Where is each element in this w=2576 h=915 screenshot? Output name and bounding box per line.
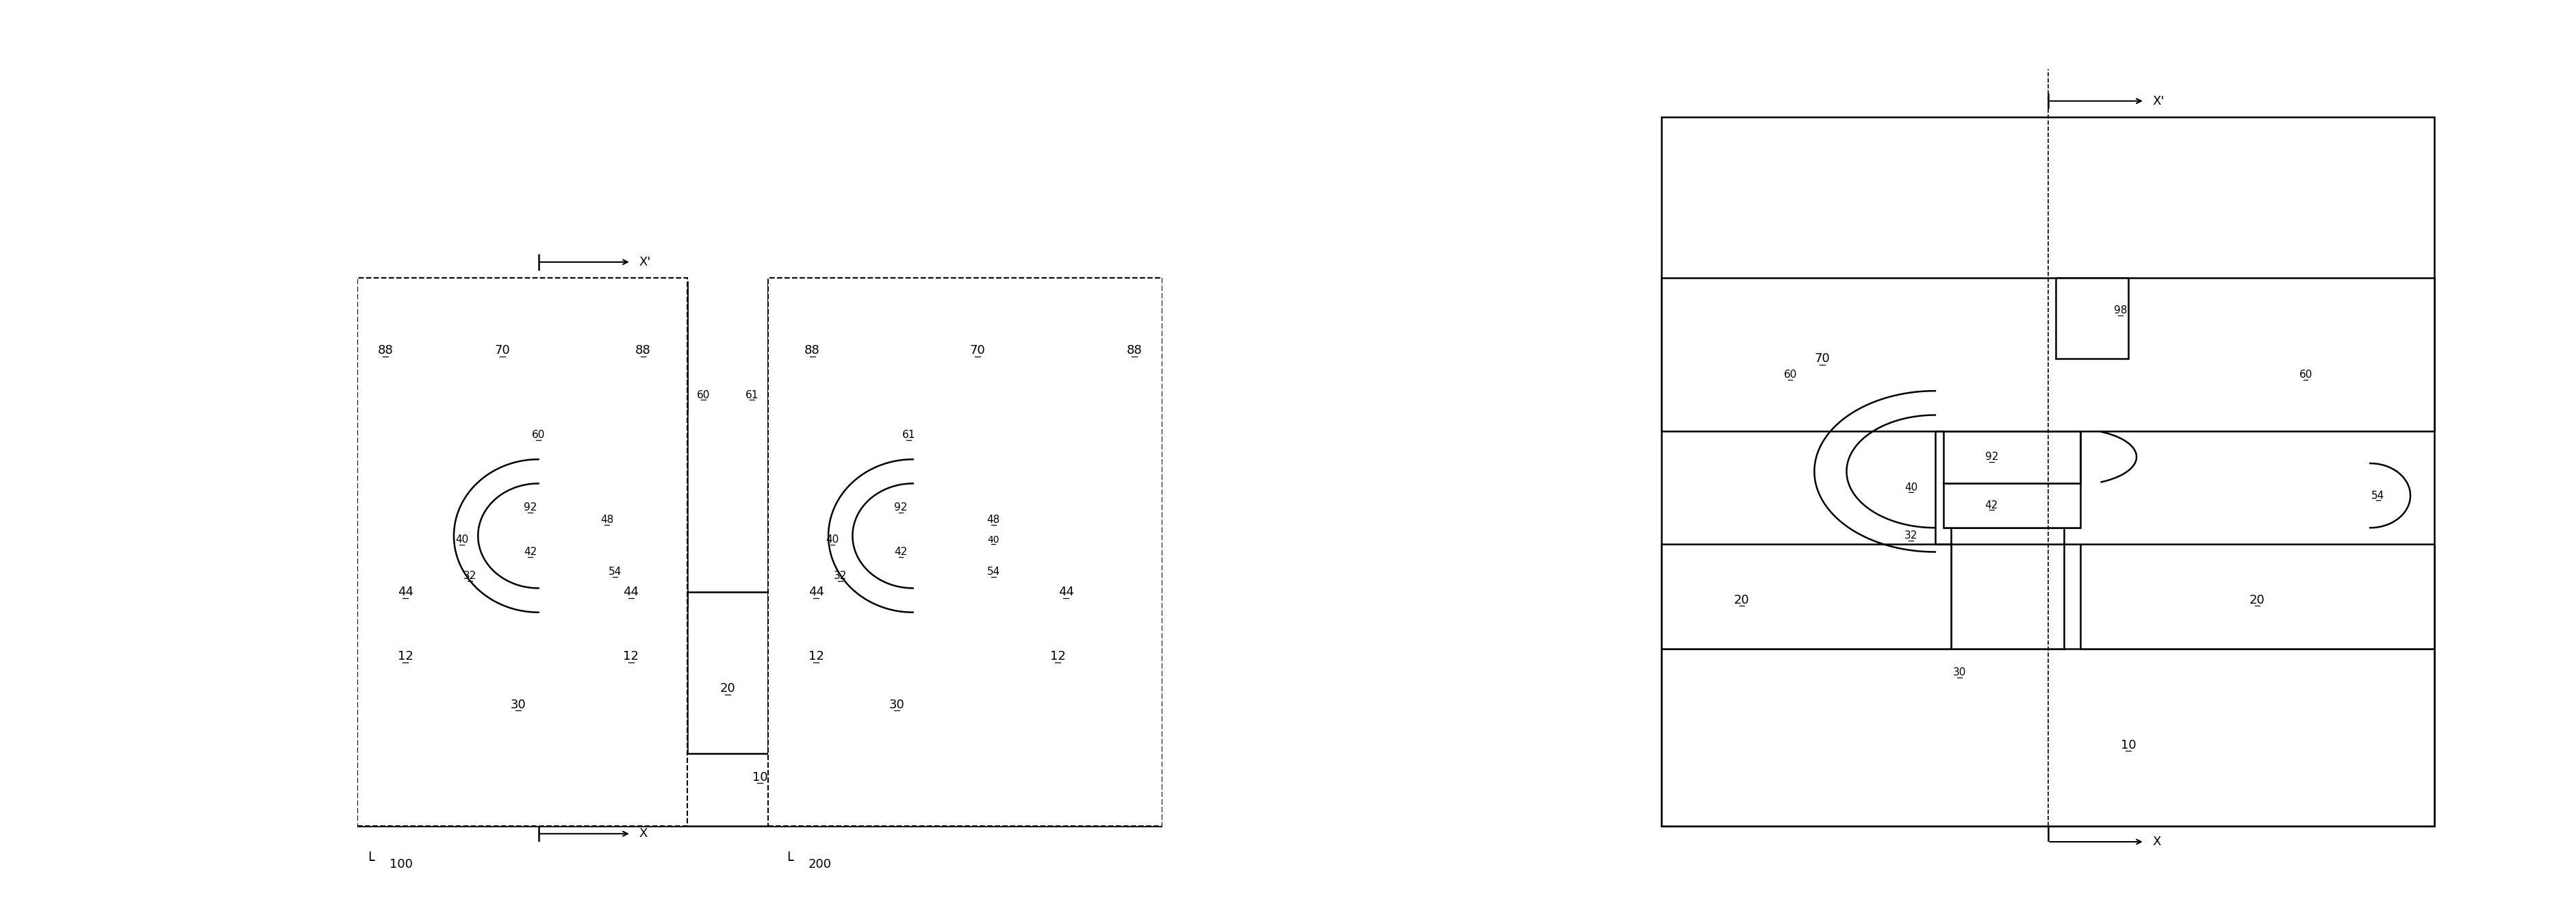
Text: 92: 92 <box>1986 452 1999 462</box>
Text: 70: 70 <box>969 344 984 357</box>
Text: 40: 40 <box>987 535 999 544</box>
Text: 20: 20 <box>2249 594 2264 607</box>
Text: 88: 88 <box>804 344 819 357</box>
Text: 88: 88 <box>1126 344 1141 357</box>
Text: └: └ <box>366 856 374 868</box>
Text: 10: 10 <box>752 771 768 783</box>
Bar <box>1950 488 2063 649</box>
Text: X': X' <box>639 256 652 268</box>
Bar <box>1662 117 2434 825</box>
Text: 12: 12 <box>1051 651 1066 662</box>
Bar <box>358 608 487 681</box>
Text: 44: 44 <box>623 586 639 598</box>
Text: 61: 61 <box>744 390 757 400</box>
Bar <box>358 282 415 411</box>
Bar <box>358 278 688 825</box>
Text: 42: 42 <box>894 547 907 557</box>
Bar <box>866 536 961 681</box>
Text: 61: 61 <box>902 430 914 440</box>
Bar <box>1942 431 2081 483</box>
Text: 70: 70 <box>495 344 510 357</box>
Bar <box>495 536 582 681</box>
Text: 92: 92 <box>894 502 907 512</box>
Bar <box>510 411 567 483</box>
Text: 40: 40 <box>456 534 469 545</box>
Bar <box>688 592 768 753</box>
Bar <box>858 483 969 532</box>
Text: 70: 70 <box>1814 352 1829 365</box>
Text: X': X' <box>2154 95 2164 107</box>
Bar <box>582 608 688 681</box>
Bar <box>598 282 688 411</box>
Bar <box>961 608 1162 681</box>
Bar <box>1662 544 1950 649</box>
Text: 30: 30 <box>889 699 904 711</box>
Text: 40: 40 <box>827 534 840 545</box>
Text: 60: 60 <box>1783 370 1798 380</box>
Text: 60: 60 <box>698 390 711 400</box>
Bar <box>768 282 858 411</box>
Bar <box>487 483 590 532</box>
Text: 32: 32 <box>1904 531 1917 541</box>
Text: 54: 54 <box>2372 490 2385 501</box>
Text: 42: 42 <box>1986 501 1999 511</box>
Bar <box>768 278 1162 825</box>
Bar <box>881 411 938 483</box>
Bar <box>768 608 866 681</box>
Text: 44: 44 <box>809 586 824 598</box>
Text: X: X <box>639 827 647 840</box>
Text: 54: 54 <box>608 567 621 577</box>
Bar <box>1662 278 2434 431</box>
Text: 200: 200 <box>809 858 832 870</box>
Text: 44: 44 <box>1059 586 1074 598</box>
Bar <box>2081 544 2434 649</box>
Bar <box>2056 278 2128 359</box>
Text: 40: 40 <box>1904 482 1917 492</box>
Text: 32: 32 <box>835 571 848 581</box>
Text: 20: 20 <box>1734 594 1749 607</box>
Text: 88: 88 <box>379 344 394 357</box>
Text: 98: 98 <box>2115 306 2128 316</box>
Text: 32: 32 <box>464 571 477 581</box>
Text: 60: 60 <box>531 430 546 440</box>
Text: X: X <box>2154 835 2161 848</box>
Text: 92: 92 <box>523 502 536 512</box>
Text: └: └ <box>783 856 793 868</box>
Text: 100: 100 <box>389 858 412 870</box>
Bar <box>487 532 590 572</box>
Text: 44: 44 <box>397 586 412 598</box>
Text: 30: 30 <box>510 699 526 711</box>
Text: 48: 48 <box>987 514 999 525</box>
Text: 12: 12 <box>809 651 824 662</box>
Bar <box>358 681 1162 825</box>
Bar <box>1942 483 2081 528</box>
Text: 20: 20 <box>719 683 737 695</box>
Text: 42: 42 <box>523 547 536 557</box>
Text: 88: 88 <box>636 344 652 357</box>
Bar <box>1105 282 1162 411</box>
Text: 60: 60 <box>2298 370 2313 380</box>
Bar <box>358 282 688 411</box>
Text: 30: 30 <box>1953 668 1965 678</box>
Bar <box>1662 649 2434 825</box>
Bar <box>858 532 969 572</box>
Text: 12: 12 <box>623 651 639 662</box>
Text: 48: 48 <box>600 514 613 525</box>
Bar <box>768 282 1162 411</box>
Text: 10: 10 <box>2120 739 2136 751</box>
Text: 12: 12 <box>397 651 412 662</box>
Text: 54: 54 <box>987 567 999 577</box>
